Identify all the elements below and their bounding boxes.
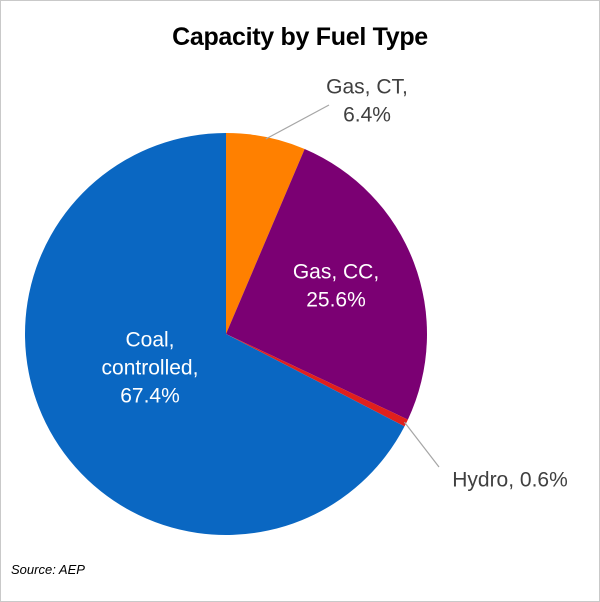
- pie-slice-gas-cc: [226, 149, 427, 420]
- slice-label-coal-controlled: Coal,: [125, 329, 174, 352]
- pie-slice-hydro: [226, 334, 408, 427]
- slice-label-hydro: Hydro, 0.6%: [452, 469, 568, 492]
- slice-label-gas-cc: Gas, CC,: [293, 261, 379, 284]
- slice-label-coal-controlled: 67.4%: [120, 385, 180, 408]
- leader-line-gas-ct: [265, 104, 330, 140]
- slice-label-gas-ct: Gas, CT,: [326, 76, 408, 99]
- slice-label-gas-cc: 25.6%: [306, 289, 366, 312]
- source-note: Source: AEP: [11, 562, 85, 577]
- chart-title: Capacity by Fuel Type: [172, 23, 428, 51]
- leader-line-hydro: [403, 421, 440, 468]
- pie-slice-coal-controlled: [24, 133, 405, 535]
- pie-slice-gas-ct: [226, 133, 305, 334]
- slice-label-coal-controlled: controlled,: [102, 357, 199, 380]
- slice-label-gas-ct: 6.4%: [343, 104, 391, 127]
